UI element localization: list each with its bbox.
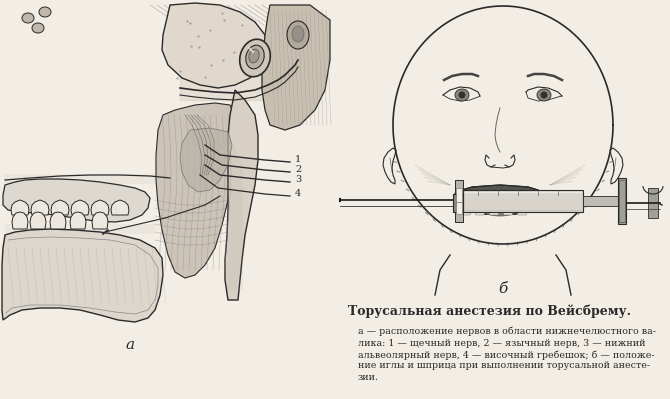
Polygon shape <box>458 194 468 202</box>
Polygon shape <box>610 148 623 184</box>
Ellipse shape <box>249 49 259 63</box>
Text: 3: 3 <box>295 176 302 184</box>
Polygon shape <box>111 200 129 215</box>
Polygon shape <box>489 206 499 215</box>
Polygon shape <box>470 194 480 202</box>
Text: б: б <box>498 282 508 296</box>
Bar <box>453 194 463 212</box>
Bar <box>463 190 583 212</box>
Ellipse shape <box>240 39 270 77</box>
Text: альвеолярный нерв, 4 — височный гребешок; б — положе-: альвеолярный нерв, 4 — височный гребешок… <box>358 350 655 359</box>
Polygon shape <box>455 185 545 215</box>
Bar <box>618 178 626 224</box>
Polygon shape <box>156 103 235 278</box>
Text: 1: 1 <box>295 156 302 164</box>
Polygon shape <box>91 200 109 215</box>
Polygon shape <box>71 200 89 215</box>
Text: 2: 2 <box>295 166 302 174</box>
Polygon shape <box>11 200 29 215</box>
Polygon shape <box>225 90 258 300</box>
Text: Торусальная анестезия по Вейсбрему.: Торусальная анестезия по Вейсбрему. <box>348 305 631 318</box>
Ellipse shape <box>480 200 520 216</box>
Text: 4: 4 <box>295 190 302 198</box>
Polygon shape <box>70 212 86 229</box>
Polygon shape <box>482 194 492 202</box>
Bar <box>455 180 463 222</box>
Text: а: а <box>125 338 135 352</box>
Polygon shape <box>50 212 66 229</box>
Ellipse shape <box>292 26 304 42</box>
Polygon shape <box>494 194 504 202</box>
Polygon shape <box>92 212 108 229</box>
Polygon shape <box>31 200 49 215</box>
Ellipse shape <box>455 89 469 101</box>
Text: лика: 1 — щечный нерв, 2 — язычный нерв, 3 — нижний: лика: 1 — щечный нерв, 2 — язычный нерв,… <box>358 338 645 348</box>
Bar <box>456 188 462 202</box>
Polygon shape <box>2 229 163 322</box>
Bar <box>619 180 625 222</box>
Ellipse shape <box>39 7 51 17</box>
Ellipse shape <box>537 89 551 101</box>
Polygon shape <box>518 194 528 202</box>
Polygon shape <box>517 206 527 215</box>
Polygon shape <box>383 148 396 184</box>
Ellipse shape <box>246 45 264 69</box>
Polygon shape <box>51 200 69 215</box>
Polygon shape <box>180 128 232 192</box>
Polygon shape <box>262 5 330 130</box>
Polygon shape <box>162 3 268 88</box>
Text: зии.: зии. <box>358 373 379 382</box>
Ellipse shape <box>22 13 34 23</box>
Ellipse shape <box>541 91 547 99</box>
Polygon shape <box>503 206 513 215</box>
Bar <box>456 202 462 214</box>
Polygon shape <box>506 194 516 202</box>
Bar <box>583 196 621 206</box>
Ellipse shape <box>458 91 466 99</box>
Text: ние иглы и шприца при выполнении торусальной анесте-: ние иглы и шприца при выполнении торусал… <box>358 361 650 371</box>
Polygon shape <box>475 206 485 215</box>
Polygon shape <box>530 194 540 202</box>
Polygon shape <box>12 212 28 229</box>
Bar <box>648 188 658 218</box>
Ellipse shape <box>287 21 309 49</box>
Ellipse shape <box>32 23 44 33</box>
Text: а — расположение нервов в области нижнечелюстного ва-: а — расположение нервов в области нижнеч… <box>358 327 656 336</box>
Polygon shape <box>461 206 471 215</box>
Polygon shape <box>30 212 46 229</box>
Polygon shape <box>3 179 150 222</box>
